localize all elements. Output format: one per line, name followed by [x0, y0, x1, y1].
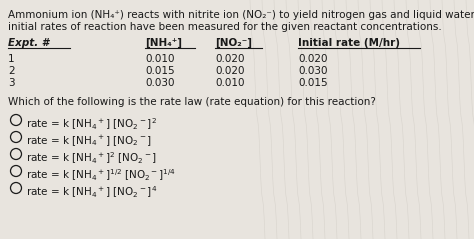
Text: 0.020: 0.020	[215, 54, 245, 64]
Text: rate = k [NH$_4$$^+$]$^{1/2}$ [NO$_2$$^-$]$^{1/4}$: rate = k [NH$_4$$^+$]$^{1/2}$ [NO$_2$$^-…	[27, 167, 177, 183]
Text: initial rates of reaction have been measured for the given reactant concentratio: initial rates of reaction have been meas…	[8, 22, 442, 32]
Text: Initial rate (M/hr): Initial rate (M/hr)	[298, 38, 400, 48]
Text: Which of the following is the rate law (rate equation) for this reaction?: Which of the following is the rate law (…	[8, 97, 376, 107]
Text: 0.020: 0.020	[215, 66, 245, 76]
Text: 0.020: 0.020	[298, 54, 328, 64]
Text: [NO₂⁻]: [NO₂⁻]	[215, 38, 252, 48]
Text: [NH₄⁺]: [NH₄⁺]	[145, 38, 182, 48]
Text: rate = k [NH$_4$$^+$]$^2$ [NO$_2$$^-$]: rate = k [NH$_4$$^+$]$^2$ [NO$_2$$^-$]	[27, 150, 158, 166]
Text: 0.010: 0.010	[145, 54, 174, 64]
Text: 1: 1	[8, 54, 15, 64]
Text: rate = k [NH$_4$$^+$] [NO$_2$$^-$]$^2$: rate = k [NH$_4$$^+$] [NO$_2$$^-$]$^2$	[27, 116, 157, 132]
Text: 3: 3	[8, 78, 15, 88]
Text: 0.010: 0.010	[215, 78, 245, 88]
Text: rate = k [NH$_4$$^+$] [NO$_2$$^-$]: rate = k [NH$_4$$^+$] [NO$_2$$^-$]	[27, 133, 153, 148]
Text: 2: 2	[8, 66, 15, 76]
Text: 0.015: 0.015	[298, 78, 328, 88]
Text: 0.030: 0.030	[145, 78, 174, 88]
Text: rate = k [NH$_4$$^+$] [NO$_2$$^-$]$^4$: rate = k [NH$_4$$^+$] [NO$_2$$^-$]$^4$	[27, 184, 158, 200]
Text: Expt. #: Expt. #	[8, 38, 49, 48]
Text: Ammonium ion (NH₄⁺) reacts with nitrite ion (NO₂⁻) to yield nitrogen gas and liq: Ammonium ion (NH₄⁺) reacts with nitrite …	[8, 10, 474, 20]
Text: 0.015: 0.015	[145, 66, 174, 76]
Text: 0.030: 0.030	[298, 66, 328, 76]
